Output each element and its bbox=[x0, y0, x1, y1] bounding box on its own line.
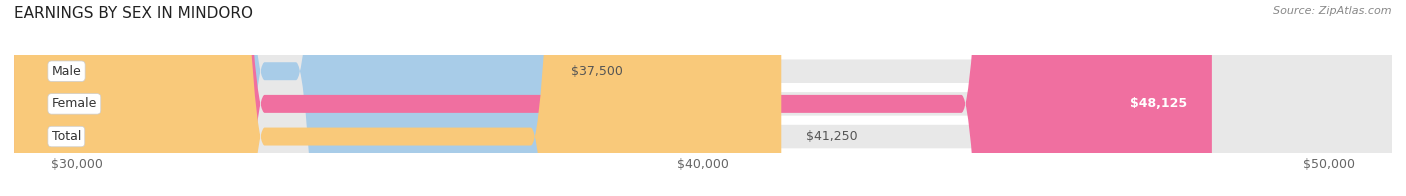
FancyBboxPatch shape bbox=[14, 0, 782, 196]
FancyBboxPatch shape bbox=[14, 0, 1392, 196]
Text: Total: Total bbox=[52, 130, 82, 143]
FancyBboxPatch shape bbox=[14, 0, 1392, 196]
Text: Male: Male bbox=[52, 65, 82, 78]
Text: Source: ZipAtlas.com: Source: ZipAtlas.com bbox=[1274, 6, 1392, 16]
Text: $41,250: $41,250 bbox=[807, 130, 858, 143]
Text: $48,125: $48,125 bbox=[1129, 97, 1187, 110]
Text: EARNINGS BY SEX IN MINDORO: EARNINGS BY SEX IN MINDORO bbox=[14, 6, 253, 21]
FancyBboxPatch shape bbox=[14, 0, 547, 196]
FancyBboxPatch shape bbox=[14, 0, 1392, 196]
Text: Female: Female bbox=[52, 97, 97, 110]
FancyBboxPatch shape bbox=[14, 0, 1212, 196]
Text: $37,500: $37,500 bbox=[571, 65, 623, 78]
